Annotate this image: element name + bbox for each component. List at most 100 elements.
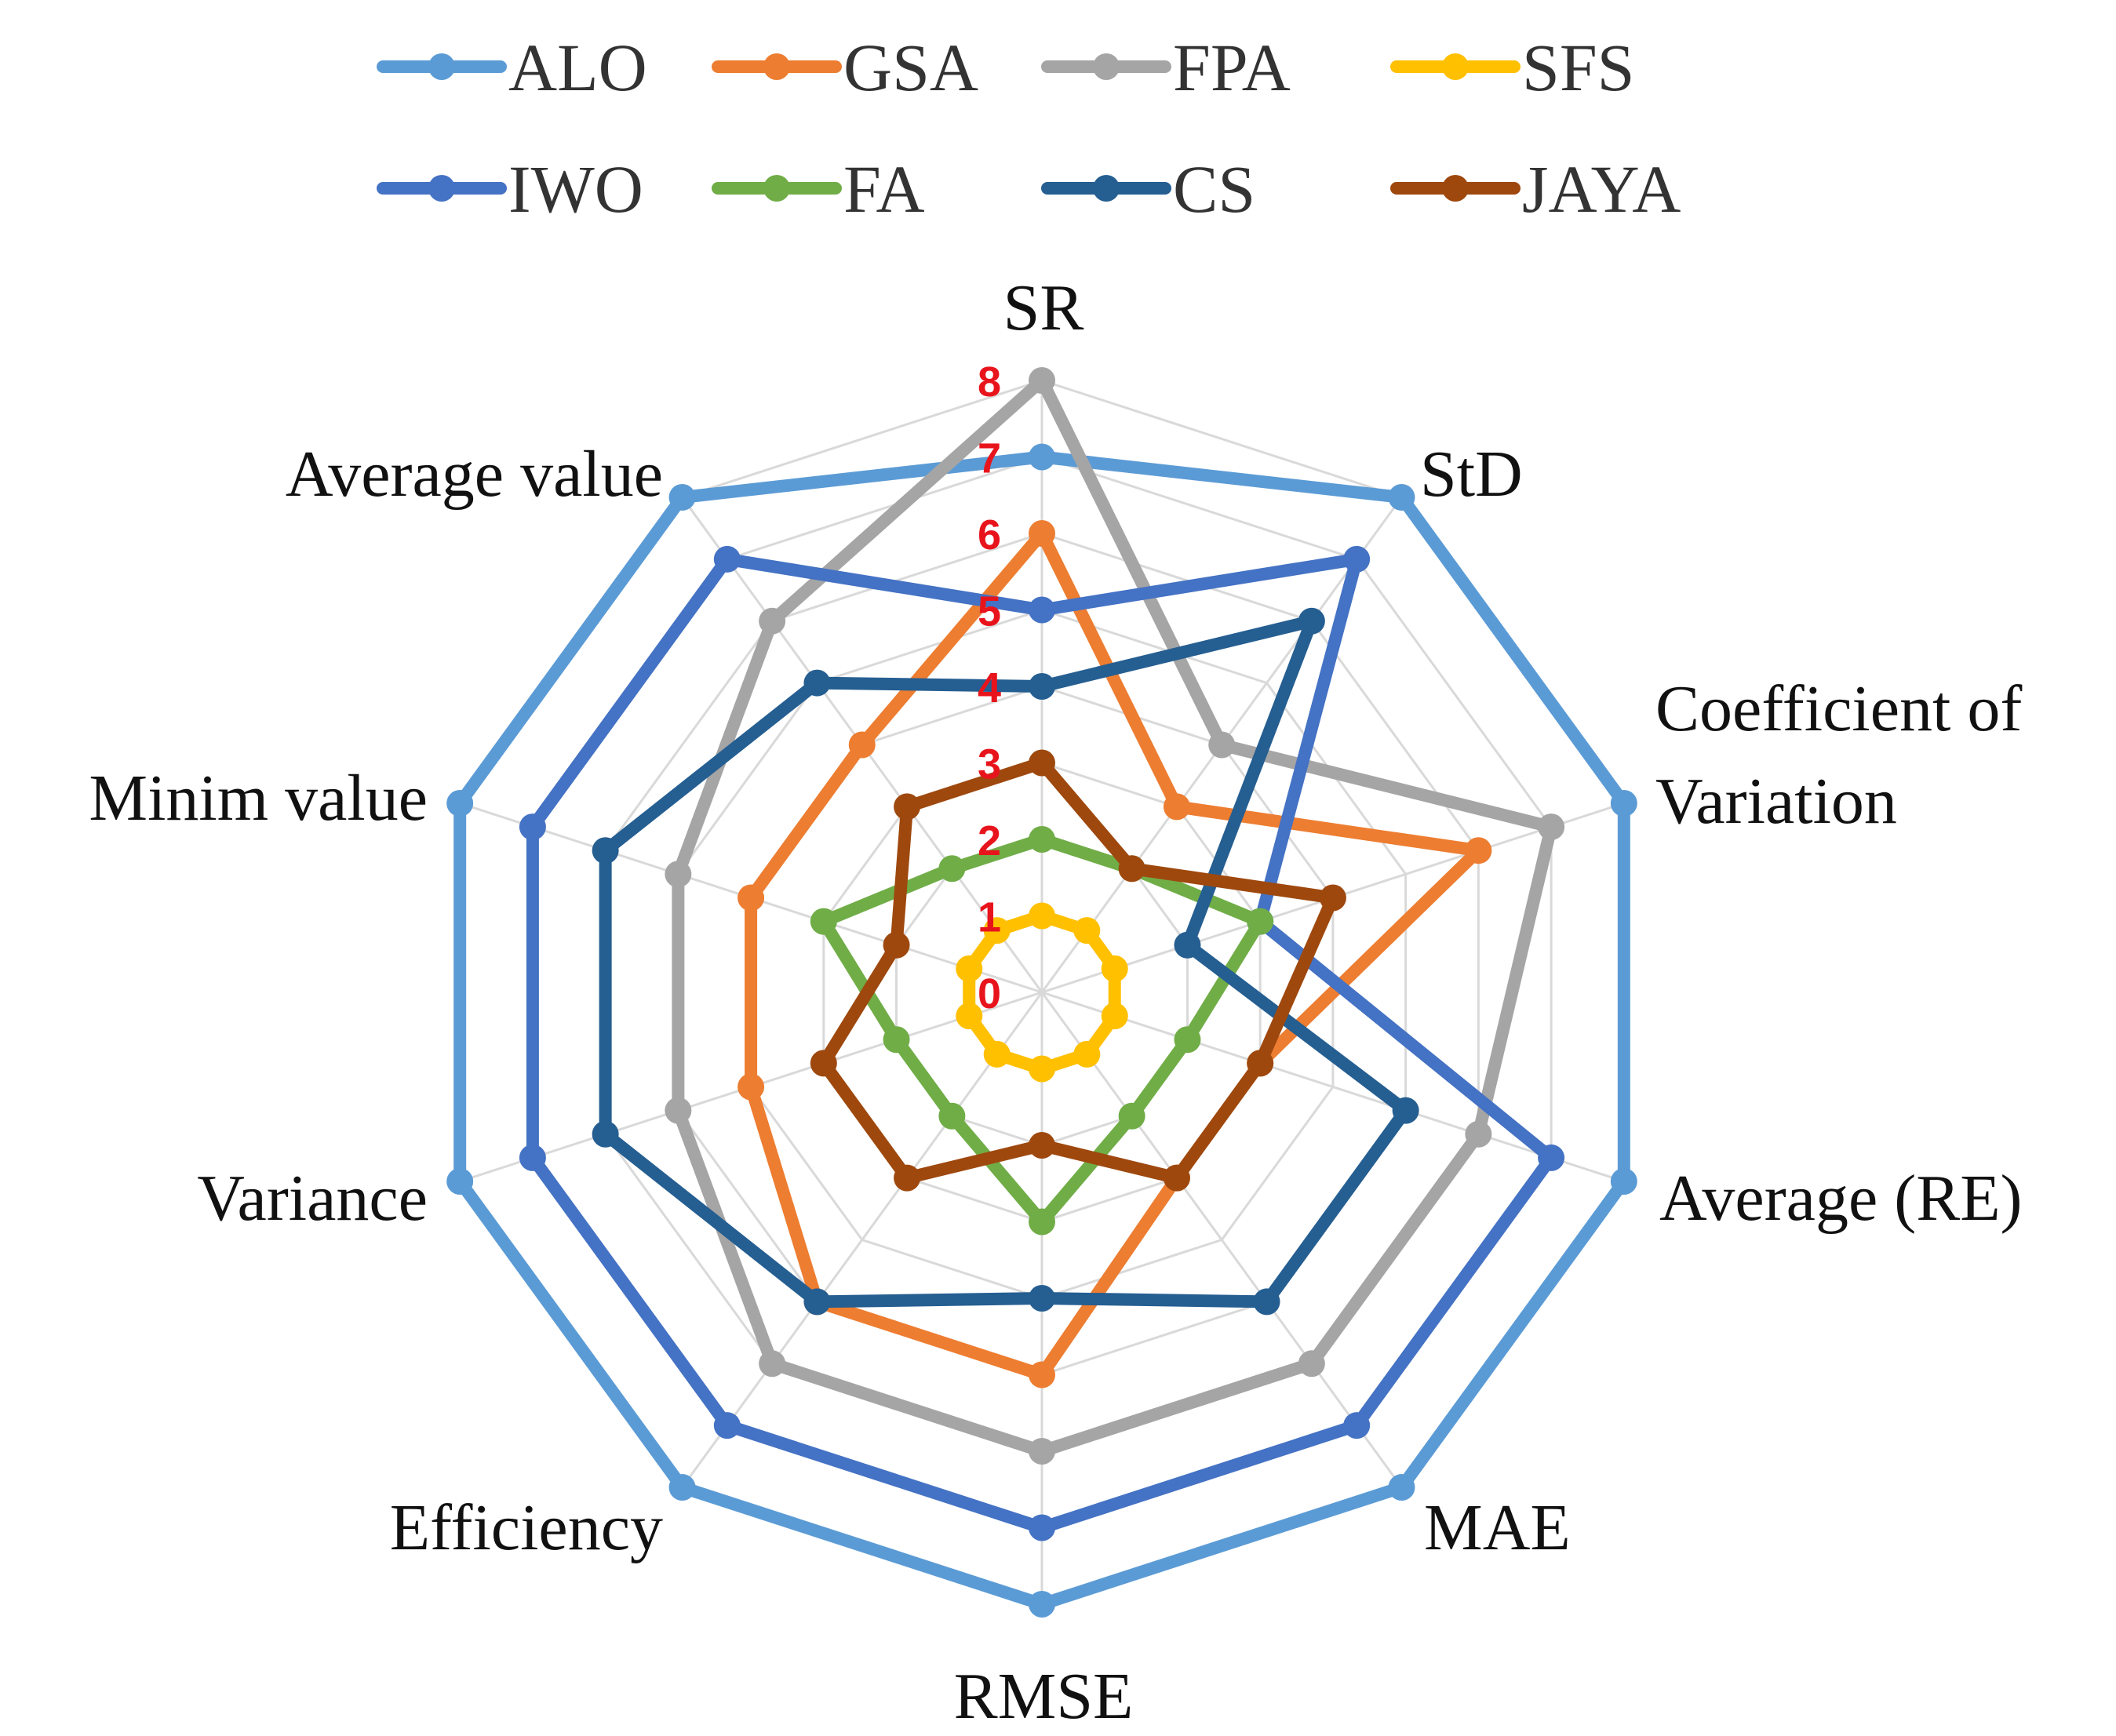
data-point-sfs-2 <box>1101 955 1128 982</box>
data-point-alo-1 <box>1388 483 1415 511</box>
data-point-jaya-6 <box>894 1164 921 1192</box>
data-point-jaya-7 <box>810 1050 837 1077</box>
data-point-cs-9 <box>803 669 831 697</box>
data-point-fpa-5 <box>1029 1438 1055 1465</box>
data-point-fa-8 <box>810 908 837 935</box>
axis-label-line: Efficiency <box>390 1491 663 1564</box>
data-point-iwo-0 <box>1029 596 1055 624</box>
data-point-jaya-1 <box>1118 855 1145 883</box>
axis-label-3: Average (RE) <box>1659 1162 2023 1235</box>
data-point-sfs-7 <box>956 1003 983 1030</box>
data-point-gsa-5 <box>1029 1361 1055 1388</box>
tick-label-4: 4 <box>978 664 1001 712</box>
legend-label-alo: ALO <box>508 30 647 105</box>
series-cs <box>592 607 1419 1316</box>
legend-swatch-marker <box>763 53 790 80</box>
data-point-sfs-4 <box>1073 1040 1101 1068</box>
axis-label-0: SR <box>1003 271 1084 344</box>
axis-label-line: Minim value <box>89 762 428 835</box>
data-point-iwo-7 <box>519 1144 546 1171</box>
axis-labels: SR StD Coefficient of Variation Average (RE)… <box>89 271 2022 1733</box>
legend-item-alo: ALO <box>377 30 647 105</box>
data-point-jaya-2 <box>1319 884 1346 912</box>
tick-label-8: 8 <box>978 358 1001 406</box>
legend-label-iwo: IWO <box>508 151 643 227</box>
series-jaya <box>810 749 1346 1192</box>
legend-label-fpa: FPA <box>1173 30 1291 105</box>
axis-label-5: RMSE <box>954 1660 1134 1733</box>
data-point-jaya-4 <box>1163 1164 1190 1192</box>
tick-label-7: 7 <box>978 435 1001 482</box>
series-line-cs <box>599 614 1412 1308</box>
data-point-fpa-1 <box>1208 731 1236 759</box>
data-point-gsa-9 <box>848 731 876 759</box>
data-point-iwo-1 <box>1343 545 1371 573</box>
data-point-sfs-9 <box>983 917 1011 944</box>
data-point-alo-6 <box>668 1474 696 1501</box>
data-point-fpa-6 <box>759 1350 786 1378</box>
data-point-jaya-9 <box>894 793 921 821</box>
data-point-fa-4 <box>1118 1102 1145 1130</box>
legend-label-cs: CS <box>1173 151 1255 227</box>
legend-swatch-marker <box>428 175 455 202</box>
data-point-sfs-6 <box>983 1040 1011 1068</box>
data-point-cs-5 <box>1029 1285 1055 1312</box>
legend-item-iwo: IWO <box>377 151 643 227</box>
tick-label-6: 6 <box>978 511 1001 559</box>
data-point-iwo-9 <box>713 545 741 573</box>
series-line-jaya <box>817 756 1339 1185</box>
legend-swatch-marker <box>1442 175 1469 202</box>
legend-item-sfs: SFS <box>1390 30 1635 105</box>
axis-label-line: Coefficient of <box>1655 672 2022 745</box>
series-layer <box>446 367 1637 1618</box>
data-point-fpa-7 <box>665 1097 692 1124</box>
data-point-cs-0 <box>1029 673 1055 700</box>
data-point-alo-0 <box>1029 443 1055 471</box>
tick-label-3: 3 <box>978 741 1001 788</box>
data-point-gsa-1 <box>1163 793 1190 821</box>
data-point-alo-3 <box>1610 1168 1637 1196</box>
data-point-gsa-2 <box>1465 837 1492 864</box>
data-point-jaya-3 <box>1247 1050 1274 1077</box>
legend-item-jaya: JAYA <box>1390 151 1681 227</box>
data-point-fa-3 <box>1174 1026 1201 1054</box>
data-point-alo-8 <box>446 789 474 817</box>
spoke-3 <box>1041 991 1625 1183</box>
data-point-iwo-4 <box>1343 1412 1371 1439</box>
data-point-fa-9 <box>938 855 966 883</box>
data-point-alo-4 <box>1388 1474 1415 1501</box>
axis-label-6: Efficiency <box>390 1491 663 1564</box>
spoke-4 <box>1040 992 1403 1488</box>
data-point-jaya-5 <box>1029 1132 1055 1159</box>
axis-label-line: RMSE <box>954 1660 1134 1733</box>
series-line-gsa <box>745 527 1485 1381</box>
legend-label-sfs: SFS <box>1522 30 1635 105</box>
tick-label-2: 2 <box>978 817 1001 864</box>
data-point-fpa-0 <box>1029 367 1055 394</box>
data-point-fpa-3 <box>1465 1120 1492 1148</box>
data-point-gsa-7 <box>738 1073 765 1101</box>
axis-label-7: Variance <box>197 1162 428 1235</box>
tick-label-1: 1 <box>978 894 1001 941</box>
axis-label-4: MAE <box>1424 1491 1571 1564</box>
data-point-gsa-8 <box>738 884 765 912</box>
series-fpa <box>665 367 1565 1465</box>
legend-item-gsa: GSA <box>712 30 978 105</box>
data-point-cs-6 <box>803 1288 831 1316</box>
data-point-alo-2 <box>1610 789 1637 817</box>
legend-label-gsa: GSA <box>843 30 978 105</box>
axis-label-line: Average value <box>286 438 663 511</box>
data-point-fpa-9 <box>759 607 786 635</box>
axis-label-8: Minim value <box>89 762 428 835</box>
data-point-sfs-3 <box>1101 1003 1128 1030</box>
data-point-jaya-0 <box>1029 749 1055 777</box>
series-sfs <box>956 902 1128 1083</box>
legend-swatch-marker <box>1442 53 1469 80</box>
data-point-iwo-3 <box>1538 1144 1565 1171</box>
data-point-fa-6 <box>938 1102 966 1130</box>
axis-label-line: Average (RE) <box>1659 1162 2023 1235</box>
axis-label-line: Variance <box>197 1162 428 1235</box>
tick-label-5: 5 <box>978 588 1001 635</box>
data-point-cs-7 <box>592 1120 619 1148</box>
